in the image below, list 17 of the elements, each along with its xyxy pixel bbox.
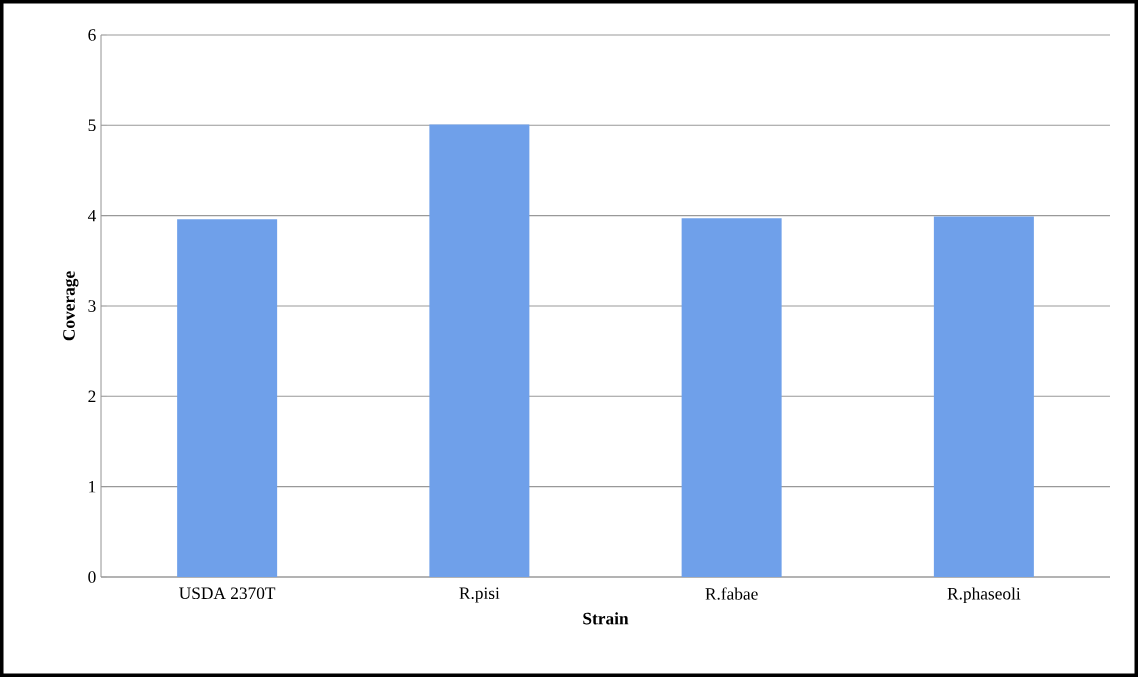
bar <box>681 218 782 577</box>
y-tick-label: 2 <box>88 390 96 403</box>
x-tick-label: R.phaseoli <box>947 587 1021 604</box>
y-tick-label: 0 <box>88 571 96 583</box>
x-tick-label: R.fabae <box>705 587 758 600</box>
x-axis-title: Strain <box>583 612 629 625</box>
bar <box>177 219 278 577</box>
y-tick-label: 5 <box>88 119 96 132</box>
y-tick-label: 3 <box>88 300 96 312</box>
y-axis-title: Coverage <box>63 271 79 341</box>
y-tick-label: 6 <box>88 29 96 41</box>
x-tick-label: R.pisi <box>459 587 500 603</box>
bar <box>429 124 530 577</box>
y-tick-label: 4 <box>87 209 97 222</box>
bar <box>933 216 1034 577</box>
y-tick-label: 1 <box>89 480 96 493</box>
x-tick-label: USDA 2370T <box>179 587 276 600</box>
